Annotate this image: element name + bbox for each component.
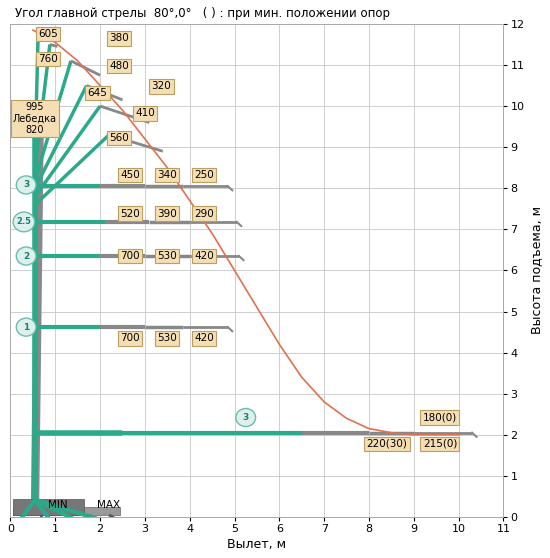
Text: 530: 530 [157,251,177,261]
Circle shape [16,247,36,265]
Text: 645: 645 [87,88,107,98]
Circle shape [16,318,36,336]
Text: 410: 410 [135,108,155,118]
Text: 180(0): 180(0) [423,412,457,422]
Circle shape [16,176,36,194]
Text: 530: 530 [157,333,177,343]
Text: 2: 2 [23,252,29,261]
Text: 605: 605 [39,29,58,39]
Text: 420: 420 [194,333,214,343]
Text: 2.5: 2.5 [16,218,31,227]
Circle shape [236,408,256,426]
Text: MAX: MAX [97,499,120,509]
Text: 450: 450 [120,170,140,180]
Bar [13,499,84,515]
Text: 760: 760 [39,54,58,64]
Circle shape [13,212,35,232]
Text: 340: 340 [157,170,177,180]
Text: 700: 700 [120,333,140,343]
Y-axis label: Высота подъема, м: Высота подъема, м [530,206,543,334]
Text: 320: 320 [152,81,172,92]
Bar [13,507,120,515]
Text: 380: 380 [109,33,129,44]
Text: 3: 3 [23,180,29,190]
Text: MIN: MIN [48,499,67,509]
Text: 995
Лебедка
820: 995 Лебедка 820 [13,102,57,134]
Text: 520: 520 [120,209,140,219]
Text: 420: 420 [194,251,214,261]
Text: 215(0): 215(0) [423,439,457,449]
Text: 390: 390 [157,209,177,219]
X-axis label: Вылет, м: Вылет, м [227,538,287,551]
Text: 220(30): 220(30) [367,439,408,449]
Text: 290: 290 [194,209,214,219]
Text: Угол главной стрелы  80°,0°   ( ) : при мин. положении опор: Угол главной стрелы 80°,0° ( ) : при мин… [15,7,390,20]
Text: 250: 250 [194,170,214,180]
Text: 480: 480 [109,61,129,71]
Text: 560: 560 [109,133,129,143]
Text: 3: 3 [243,413,249,422]
Text: 700: 700 [120,251,140,261]
Text: 1: 1 [23,323,29,331]
